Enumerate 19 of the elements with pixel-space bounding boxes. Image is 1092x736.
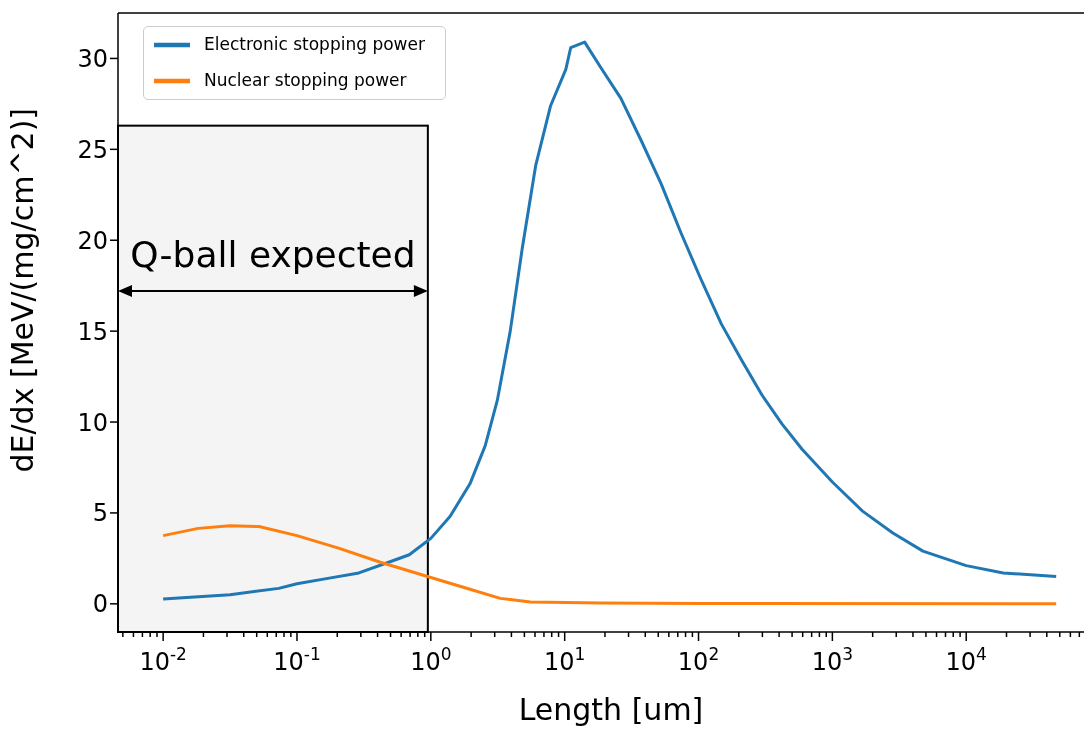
x-tick-label: 10$^{4}$ bbox=[945, 644, 987, 676]
x-tick-label: 10$^{-1}$ bbox=[273, 644, 321, 676]
x-tick-label: 10$^{-2}$ bbox=[139, 644, 187, 676]
y-axis-title: dE/dx [MeV/(mg/cm^2)] bbox=[4, 107, 40, 473]
legend-label: Electronic stopping power bbox=[204, 33, 425, 54]
y-tick-label: 30 bbox=[77, 44, 108, 73]
x-tick-label: 10$^{3}$ bbox=[811, 644, 854, 676]
y-tick-label: 5 bbox=[92, 499, 108, 528]
y-tick-label: 0 bbox=[92, 590, 108, 619]
band-label: Q-ball expected bbox=[130, 233, 416, 275]
x-axis-title: Length [um] bbox=[518, 692, 704, 727]
x-tick-label: 10$^{1}$ bbox=[543, 644, 586, 676]
x-tick-label: 10$^{2}$ bbox=[677, 644, 720, 676]
y-tick-label: 25 bbox=[77, 135, 108, 164]
x-tick-label: 10$^{0}$ bbox=[410, 644, 452, 676]
y-tick-label: 10 bbox=[77, 408, 108, 437]
legend-label: Nuclear stopping power bbox=[204, 69, 407, 90]
y-tick-label: 20 bbox=[77, 226, 108, 255]
y-tick-label: 15 bbox=[77, 317, 108, 346]
